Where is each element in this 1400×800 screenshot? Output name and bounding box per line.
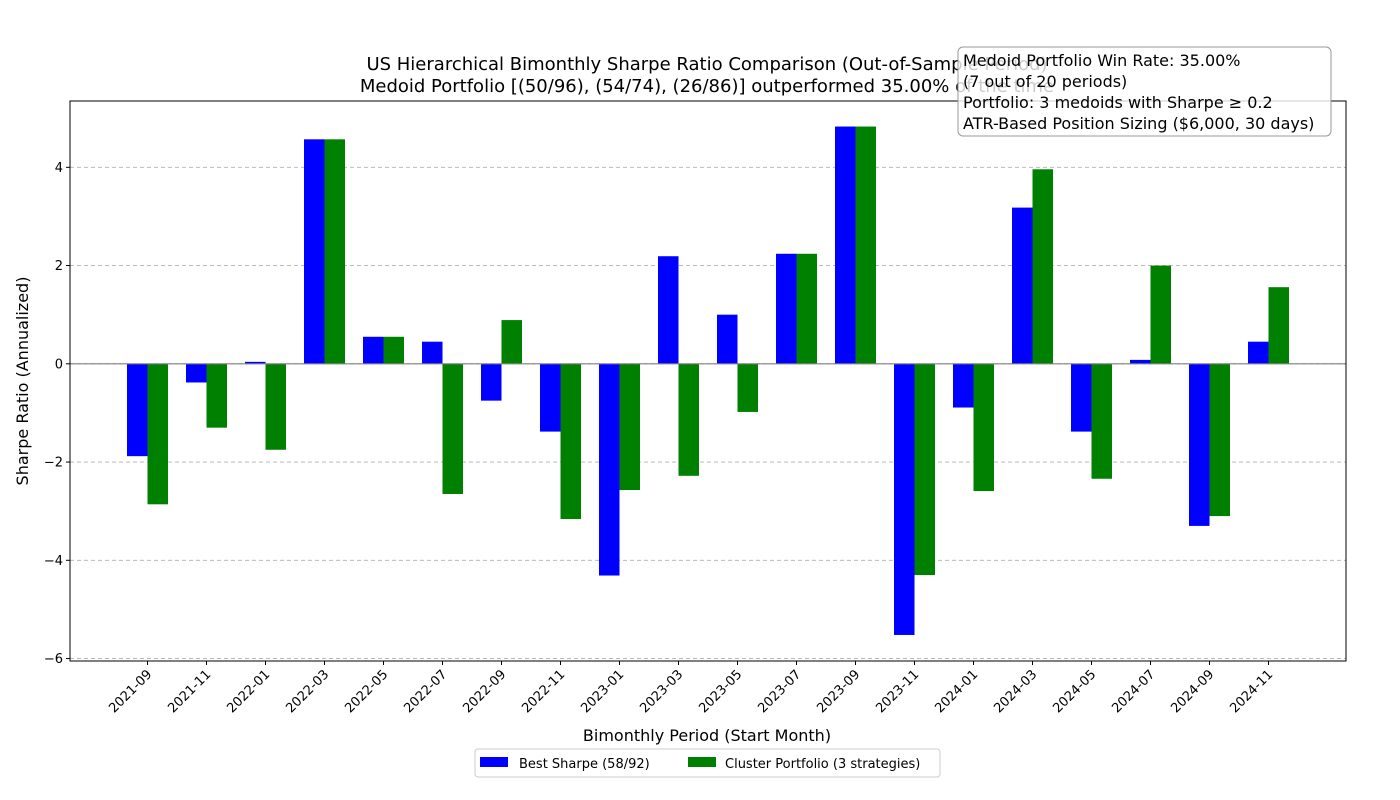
bar-best-sharpe-2023-07	[776, 253, 797, 364]
bar-cluster-portfolio-2023-11	[914, 363, 935, 576]
bar-best-sharpe-2024-03	[1012, 207, 1033, 364]
x-tick-label: 2023-09	[814, 667, 863, 716]
bar-best-sharpe-2023-01	[599, 363, 620, 576]
x-tick-label: 2021-09	[106, 667, 155, 716]
bar-cluster-portfolio-2023-01	[619, 363, 640, 491]
legend-swatch-cluster-portfolio	[688, 757, 716, 767]
x-tick-label: 2022-03	[283, 667, 332, 716]
x-axis-label: Bimonthly Period (Start Month)	[583, 726, 831, 745]
annotation-line-2: (7 out of 20 periods)	[963, 72, 1127, 91]
bar-best-sharpe-2024-11	[1248, 341, 1269, 364]
bar-cluster-portfolio-2021-09	[147, 363, 168, 505]
annotation-line-1: Medoid Portfolio Win Rate: 35.00%	[963, 51, 1241, 70]
bars	[127, 126, 1289, 635]
bar-cluster-portfolio-2022-03	[324, 139, 345, 364]
bar-best-sharpe-2024-05	[1071, 363, 1092, 432]
bar-cluster-portfolio-2022-07	[442, 363, 463, 494]
bar-best-sharpe-2023-09	[835, 126, 856, 364]
x-axis-ticks: 2021-09 2021-11 2022-01 2022-03 2022-05 2022-…	[106, 661, 1276, 716]
legend-label-best-sharpe: Best Sharpe (58/92)	[519, 757, 650, 772]
annotation-frame	[957, 46, 1332, 137]
bar-cluster-portfolio-2024-03	[1032, 169, 1053, 364]
bar-cluster-portfolio-2024-05	[1091, 363, 1112, 479]
x-tick-label: 2024-05	[1050, 667, 1099, 716]
x-tick-label: 2023-07	[755, 667, 804, 716]
x-tick-label: 2022-05	[342, 667, 391, 716]
bar-cluster-portfolio-2022-09	[501, 320, 522, 364]
y-tick-label: −2	[44, 456, 63, 471]
bar-cluster-portfolio-2022-11	[560, 363, 581, 520]
legend: Best Sharpe (58/92) Cluster Portfolio (3…	[474, 748, 941, 778]
plot-frame	[69, 100, 1347, 662]
bar-best-sharpe-2024-07	[1130, 359, 1151, 364]
y-tick-label: −4	[44, 554, 63, 569]
bar-cluster-portfolio-2024-07	[1150, 265, 1171, 364]
legend-label-cluster-portfolio: Cluster Portfolio (3 strategies)	[725, 757, 920, 772]
bar-best-sharpe-2022-09	[481, 363, 502, 401]
x-tick-label: 2022-11	[519, 667, 568, 716]
annotation-line-4: ATR-Based Position Sizing ($6,000, 30 da…	[963, 114, 1314, 133]
x-tick-label: 2023-01	[578, 667, 627, 716]
annotation-line-3: Portfolio: 3 medoids with Sharpe ≥ 0.2	[963, 93, 1273, 112]
bar-cluster-portfolio-2021-11	[206, 363, 227, 428]
x-tick-label: 2023-05	[696, 667, 745, 716]
x-tick-label: 2023-03	[637, 667, 686, 716]
chart-subtitle: Medoid Portfolio [(50/96), (54/74), (26/…	[360, 76, 1054, 97]
bar-best-sharpe-2022-07	[422, 341, 443, 364]
x-tick-label: 2022-07	[401, 667, 450, 716]
x-tick-label: 2022-01	[224, 667, 273, 716]
bar-best-sharpe-2023-03	[658, 256, 679, 364]
chart-title: US Hierarchical Bimonthly Sharpe Ratio C…	[366, 54, 1047, 75]
y-tick-label: 2	[55, 259, 63, 274]
bar-best-sharpe-2022-01	[245, 361, 266, 364]
x-tick-label: 2024-09	[1168, 667, 1217, 716]
bar-best-sharpe-2022-11	[540, 363, 561, 432]
x-tick-label: 2022-09	[460, 667, 509, 716]
bar-cluster-portfolio-2024-09	[1209, 363, 1230, 517]
y-tick-label: 0	[55, 357, 63, 372]
y-tick-label: 4	[55, 161, 63, 176]
y-axis-ticks: −6 −4 −2 0 2 4	[44, 161, 70, 667]
annotation-box: Medoid Portfolio Win Rate: 35.00% (7 out…	[957, 46, 1332, 137]
x-tick-label: 2023-11	[873, 667, 922, 716]
bar-cluster-portfolio-2022-01	[265, 363, 286, 450]
bar-best-sharpe-2023-11	[894, 363, 915, 635]
bar-best-sharpe-2021-09	[127, 363, 148, 457]
x-tick-label: 2021-11	[165, 667, 214, 716]
gridlines	[70, 166, 1346, 659]
bar-cluster-portfolio-2023-03	[678, 363, 699, 476]
bar-cluster-portfolio-2023-07	[796, 253, 817, 364]
legend-swatch-best-sharpe	[480, 757, 508, 767]
y-axis-label: Sharpe Ratio (Annualized)	[13, 277, 32, 486]
bar-best-sharpe-2021-11	[186, 363, 207, 383]
bar-best-sharpe-2023-05	[717, 314, 738, 364]
y-tick-label: −6	[44, 652, 63, 667]
bar-best-sharpe-2022-03	[304, 139, 325, 364]
bar-cluster-portfolio-2023-09	[855, 126, 876, 364]
bar-best-sharpe-2024-01	[953, 363, 974, 408]
x-tick-label: 2024-01	[932, 667, 981, 716]
bar-cluster-portfolio-2023-05	[737, 363, 758, 412]
bar-cluster-portfolio-2024-11	[1268, 287, 1289, 364]
x-tick-label: 2024-11	[1227, 667, 1276, 716]
bar-best-sharpe-2022-05	[363, 336, 384, 364]
bar-best-sharpe-2024-09	[1189, 363, 1210, 526]
x-tick-label: 2024-07	[1109, 667, 1158, 716]
x-tick-label: 2024-03	[991, 667, 1040, 716]
bar-cluster-portfolio-2024-01	[973, 363, 994, 492]
bar-cluster-portfolio-2022-05	[383, 336, 404, 364]
